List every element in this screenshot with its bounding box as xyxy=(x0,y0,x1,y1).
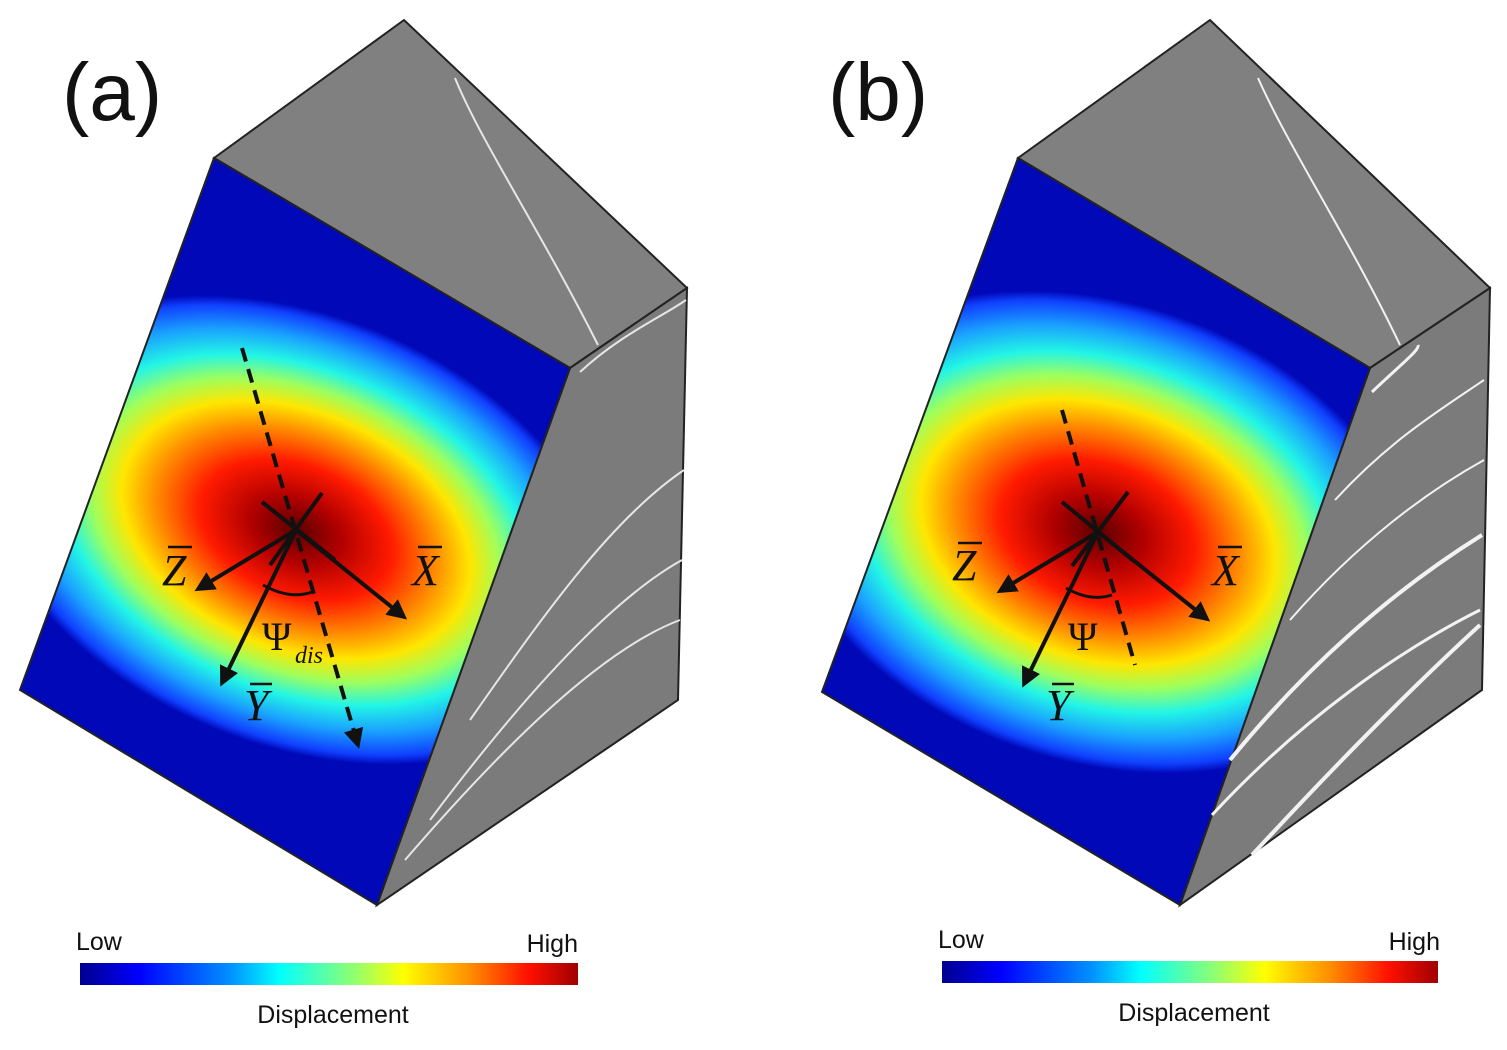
colorbar-b: Low High Displacement xyxy=(938,926,1440,1027)
colorbar-a-gradient xyxy=(80,963,578,985)
panel-b-label: (b) xyxy=(828,47,928,138)
y-axis-arrow-b xyxy=(1022,531,1100,688)
angle-subscript-a: dis xyxy=(295,643,323,669)
colorbar-a-low-label: Low xyxy=(76,928,123,956)
colorbar-a-high-label: High xyxy=(527,930,578,958)
z-axis-arrow-a xyxy=(194,528,298,592)
colorbar-b-title: Displacement xyxy=(1118,999,1270,1027)
y-axis-label-a: Y xyxy=(244,681,273,730)
panel-a-label: (a) xyxy=(62,47,162,138)
z-axis-label-a: Z xyxy=(162,546,187,595)
y-axis-label-b: Y xyxy=(1046,681,1075,730)
x-axis-label-a: X xyxy=(410,546,441,595)
z-axis-label-b: Z xyxy=(952,541,977,590)
axis-labels-a: X Y Z Ψ dis xyxy=(162,545,442,730)
block-b-joint-traces xyxy=(1210,77,1485,857)
axis-labels-b: X Y Z Ψ xyxy=(952,541,1242,730)
colorbar-a-title: Displacement xyxy=(257,1001,409,1029)
cross-line-a-2 xyxy=(268,491,324,567)
block-b xyxy=(820,18,1492,908)
dip-direction-line-b xyxy=(1060,409,1137,666)
x-axis-label-b: X xyxy=(1210,546,1241,595)
angle-arc-a xyxy=(262,583,313,597)
dip-direction-line-a xyxy=(240,347,364,749)
panel-a: (a) X Y Z xyxy=(18,18,689,1029)
y-axis-arrow-a xyxy=(219,529,298,687)
block-a-joint-traces xyxy=(404,77,687,861)
block-a xyxy=(18,18,689,908)
colorbar-b-gradient xyxy=(942,961,1438,983)
x-axis-arrow-a xyxy=(294,528,408,620)
colorbar-a: Low High Displacement xyxy=(76,928,578,1029)
axes-a xyxy=(194,347,408,749)
angle-arc-b xyxy=(1065,586,1113,599)
x-axis-arrow-b xyxy=(1096,530,1211,622)
axes-b xyxy=(996,409,1211,688)
angle-symbol-b: Ψ xyxy=(1068,614,1098,659)
z-axis-arrow-b xyxy=(996,530,1100,594)
angle-symbol-a: Ψ xyxy=(262,614,292,659)
cross-line-b-2 xyxy=(1070,490,1130,568)
colorbar-b-low-label: Low xyxy=(938,926,985,954)
colorbar-b-high-label: High xyxy=(1389,928,1440,956)
panel-b: (b) X xyxy=(820,18,1492,1027)
